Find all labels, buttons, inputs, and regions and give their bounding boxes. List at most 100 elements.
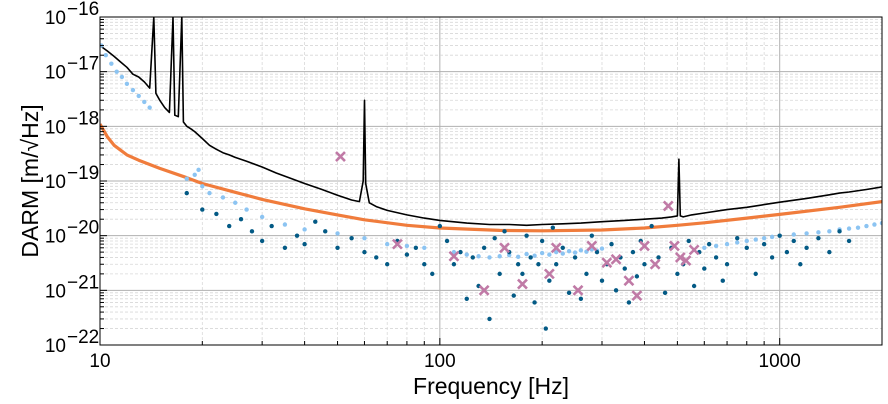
- cross-marker: [335, 151, 346, 162]
- series-line: [100, 123, 882, 233]
- cross-marker: [668, 240, 680, 252]
- scatter-point: [249, 229, 255, 234]
- scatter-point: [476, 254, 481, 259]
- scatter-point: [566, 248, 572, 254]
- scatter-point: [335, 245, 340, 250]
- cross-marker: [680, 255, 692, 267]
- scatter-point: [437, 223, 443, 229]
- scatter-point: [422, 262, 427, 267]
- series-dark-points: [184, 190, 852, 331]
- series-crosses: [335, 151, 700, 302]
- cross-marker: [631, 290, 643, 302]
- scatter-point: [362, 235, 367, 241]
- scatter-point: [846, 238, 852, 244]
- scatter-point: [323, 229, 328, 234]
- scatter-point: [142, 99, 147, 105]
- scatter-point: [594, 249, 600, 255]
- scatter-point: [804, 245, 809, 250]
- scatter-point: [109, 61, 114, 66]
- scatter-point: [464, 252, 469, 257]
- series-total-noise: [100, 17, 882, 227]
- scatter-point: [464, 296, 469, 302]
- y-tick-exponent: −18: [67, 108, 99, 129]
- scatter-point: [613, 288, 619, 293]
- scatter-point: [481, 245, 487, 250]
- scatter-point: [497, 254, 502, 259]
- scatter-point: [184, 176, 189, 181]
- cross-marker: [639, 240, 650, 252]
- scatter-point: [184, 190, 189, 196]
- scatter-point: [724, 241, 730, 247]
- cross-marker: [610, 253, 622, 265]
- scatter-point: [686, 238, 691, 244]
- scatter-point: [543, 326, 548, 331]
- cross-marker: [586, 240, 598, 252]
- scatter-point: [335, 231, 340, 236]
- scatter-point: [413, 245, 419, 250]
- cross-marker: [662, 200, 674, 212]
- scatter-point: [200, 207, 205, 212]
- scatter-point: [507, 252, 512, 258]
- scatter-point: [130, 87, 136, 93]
- scatter-point: [634, 274, 640, 279]
- y-tick-exponent: −17: [67, 54, 99, 75]
- scatter-point: [791, 232, 796, 237]
- scatter-point: [560, 245, 565, 250]
- scatter-point: [572, 255, 578, 260]
- scatter-point: [200, 184, 205, 189]
- scatter-point: [642, 262, 647, 267]
- y-tick-label: 10: [45, 8, 66, 29]
- scatter-point: [662, 290, 668, 296]
- scatter-point: [846, 226, 852, 231]
- scatter-point: [777, 233, 782, 238]
- scatter-point: [487, 255, 492, 260]
- scatter-point: [804, 231, 809, 236]
- scatter-point: [753, 271, 758, 277]
- x-tick-label: 100: [424, 351, 456, 372]
- scatter-point: [584, 271, 589, 277]
- cross-marker: [623, 275, 635, 287]
- scatter-point: [855, 225, 861, 230]
- y-tick-label: 10: [45, 63, 66, 84]
- scatter-point: [539, 250, 545, 256]
- scatter-point: [515, 262, 521, 267]
- scatter-point: [630, 249, 636, 255]
- scatter-point: [560, 251, 565, 256]
- scatter-point: [451, 249, 457, 255]
- y-tick-exponent: −22: [67, 327, 99, 348]
- scatter-point: [547, 278, 552, 283]
- scatter-point: [798, 262, 803, 267]
- scatter-point: [233, 200, 238, 205]
- scatter-point: [724, 262, 730, 267]
- scatter-point: [761, 241, 767, 247]
- scatter-point: [769, 255, 775, 260]
- scatter-point: [528, 255, 533, 260]
- scatter-point: [385, 262, 390, 267]
- series-model: [100, 123, 882, 233]
- scatter-point: [735, 240, 740, 245]
- cross-marker: [391, 238, 403, 250]
- cross-marker: [674, 252, 686, 263]
- scatter-point: [196, 167, 201, 173]
- scatter-point: [404, 252, 410, 257]
- scatter-point: [578, 296, 584, 302]
- scatter-point: [124, 81, 130, 86]
- scatter-point: [502, 229, 507, 234]
- x-tick-label: 10: [89, 351, 110, 372]
- scatter-point: [879, 220, 882, 226]
- scatter-point: [362, 249, 367, 255]
- scatter-point: [872, 222, 877, 227]
- scatter-point: [864, 223, 869, 229]
- scatter-point: [536, 262, 541, 267]
- scatter-point: [302, 241, 307, 247]
- scatter-point: [244, 207, 249, 212]
- scatter-point: [706, 241, 712, 247]
- scatter-point: [827, 229, 832, 234]
- scatter-point: [487, 316, 492, 322]
- scatter-point: [136, 93, 141, 99]
- scatter-point: [259, 214, 265, 220]
- y-tick-exponent: −16: [67, 0, 99, 20]
- scatter-point: [713, 243, 719, 249]
- scatter-point: [515, 254, 521, 260]
